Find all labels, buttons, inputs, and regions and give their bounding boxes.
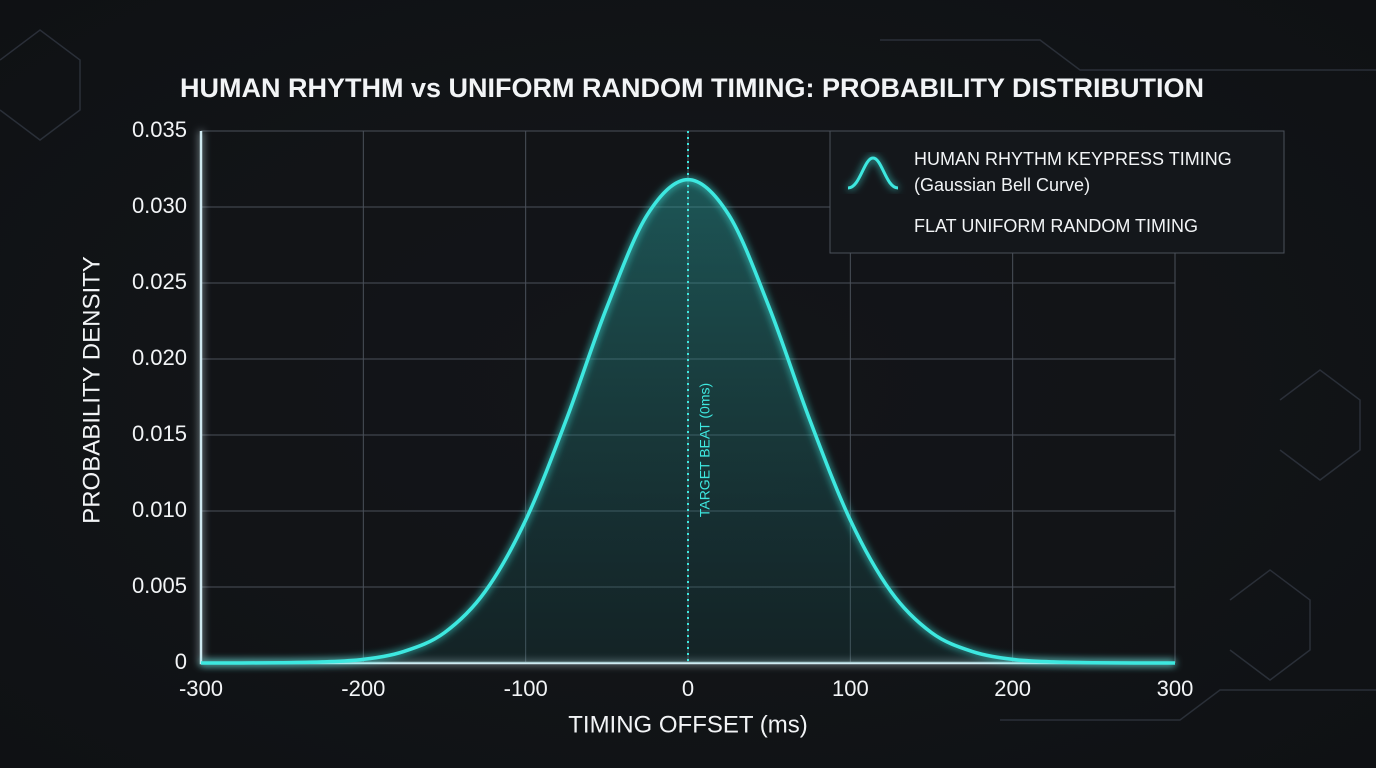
y-axis-label: PROBABILITY DENSITY [78, 256, 105, 524]
x-tick-label: 300 [1157, 676, 1194, 701]
legend-label: FLAT UNIFORM RANDOM TIMING [914, 216, 1198, 236]
y-tick-label: 0.015 [132, 421, 187, 446]
y-tick-label: 0.030 [132, 193, 187, 218]
x-tick-label: -300 [179, 676, 223, 701]
x-tick-label: 200 [994, 676, 1031, 701]
legend-note: (Gaussian Bell Curve) [914, 175, 1090, 195]
annotation-label: TARGET BEAT (0ms) [697, 383, 713, 517]
chart-title: HUMAN RHYTHM vs UNIFORM RANDOM TIMING: P… [180, 73, 1204, 103]
y-tick-label: 0.035 [132, 117, 187, 142]
legend-swatch [847, 156, 899, 190]
decoration [0, 29, 1376, 721]
x-tick-label: -100 [504, 676, 548, 701]
area [201, 179, 1175, 664]
x-axis-label: TIMING OFFSET (ms) [568, 711, 808, 738]
x-tick-label: 0 [682, 676, 694, 701]
y-tick-label: 0.010 [132, 497, 187, 522]
y-tick-label: 0 [175, 649, 187, 674]
y-tick-label: 0.025 [132, 269, 187, 294]
y-tick-label: 0.005 [132, 573, 187, 598]
legend: HUMAN RHYTHM KEYPRESS TIMING (Gaussian Be… [829, 130, 1285, 254]
y-tick-label: 0.020 [132, 345, 187, 370]
legend-label: HUMAN RHYTHM KEYPRESS TIMING [914, 149, 1232, 169]
x-tick-label: 100 [832, 676, 869, 701]
legend-box [829, 130, 1285, 254]
x-tick-label: -200 [341, 676, 385, 701]
